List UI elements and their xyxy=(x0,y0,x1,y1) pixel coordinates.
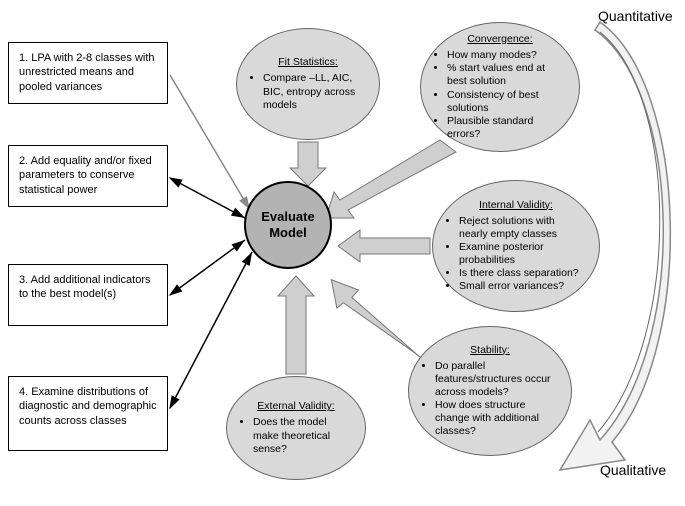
evaluate-model-node: Evaluate Model xyxy=(244,181,332,269)
stability-items: Do parallel features/structures occur ac… xyxy=(409,360,571,439)
arrow-fit-to-center xyxy=(290,142,326,186)
ellipse-external: External Validity: Does the model make t… xyxy=(226,376,366,480)
internal-items: Reject solutions with nearly empty class… xyxy=(433,215,599,294)
convergence-item: % start values end at best solution xyxy=(447,62,565,88)
line-b4-center xyxy=(170,252,252,408)
convergence-item: Consistency of best solutions xyxy=(447,89,565,115)
external-item: Does the model make theoretical sense? xyxy=(253,416,351,455)
line-b3-center xyxy=(170,240,245,295)
external-title: External Validity: xyxy=(227,400,365,413)
fit-items: Compare –LL, AIC, BIC, entropy across mo… xyxy=(237,72,379,111)
box-equality-text: 2. Add equality and/or fixed parameters … xyxy=(19,155,152,196)
internal-item: Examine posterior probabilities xyxy=(459,241,585,267)
box-distributions-text: 4. Examine distributions of diagnostic a… xyxy=(19,386,157,427)
convergence-item: Plausible standard errors? xyxy=(447,115,565,141)
internal-item: Reject solutions with nearly empty class… xyxy=(459,215,585,241)
internal-item: Is there class separation? xyxy=(459,267,585,280)
box-distributions: 4. Examine distributions of diagnostic a… xyxy=(8,376,168,451)
box-indicators: 3. Add additional indicators to the best… xyxy=(8,264,168,326)
qualitative-label: Qualitative xyxy=(600,462,666,478)
line-b2-center xyxy=(170,178,245,218)
evaluate-model-label: Evaluate Model xyxy=(246,209,330,240)
ellipse-internal: Internal Validity: Reject solutions with… xyxy=(432,180,600,312)
ellipse-fit: Fit Statistics: Compare –LL, AIC, BIC, e… xyxy=(236,28,380,140)
fit-title: Fit Statistics: xyxy=(237,56,379,69)
convergence-items: How many modes? % start values end at be… xyxy=(421,49,579,141)
convergence-item: How many modes? xyxy=(447,49,565,62)
external-items: Does the model make theoretical sense? xyxy=(227,416,365,455)
arrow-external-to-center xyxy=(278,276,314,374)
arrow-internal-to-center xyxy=(338,230,430,262)
quantitative-label: Quantitative xyxy=(598,8,673,24)
box-indicators-text: 3. Add additional indicators to the best… xyxy=(19,274,150,300)
stability-item: Do parallel features/structures occur ac… xyxy=(435,360,557,399)
internal-item: Small error variances? xyxy=(459,280,585,293)
stability-title: Stability: xyxy=(409,344,571,357)
ellipse-convergence: Convergence: How many modes? % start val… xyxy=(420,22,580,152)
stability-item: How does structure change with additiona… xyxy=(435,399,557,438)
internal-title: Internal Validity: xyxy=(433,199,599,212)
box-equality: 2. Add equality and/or fixed parameters … xyxy=(8,145,168,207)
box-lpa: 1. LPA with 2-8 classes with unrestricte… xyxy=(8,42,168,104)
spectrum-inner-line xyxy=(598,32,660,432)
convergence-title: Convergence: xyxy=(421,33,579,46)
box-lpa-text: 1. LPA with 2-8 classes with unrestricte… xyxy=(19,52,155,93)
fit-item: Compare –LL, AIC, BIC, entropy across mo… xyxy=(263,72,365,111)
ellipse-stability: Stability: Do parallel features/structur… xyxy=(408,326,572,456)
